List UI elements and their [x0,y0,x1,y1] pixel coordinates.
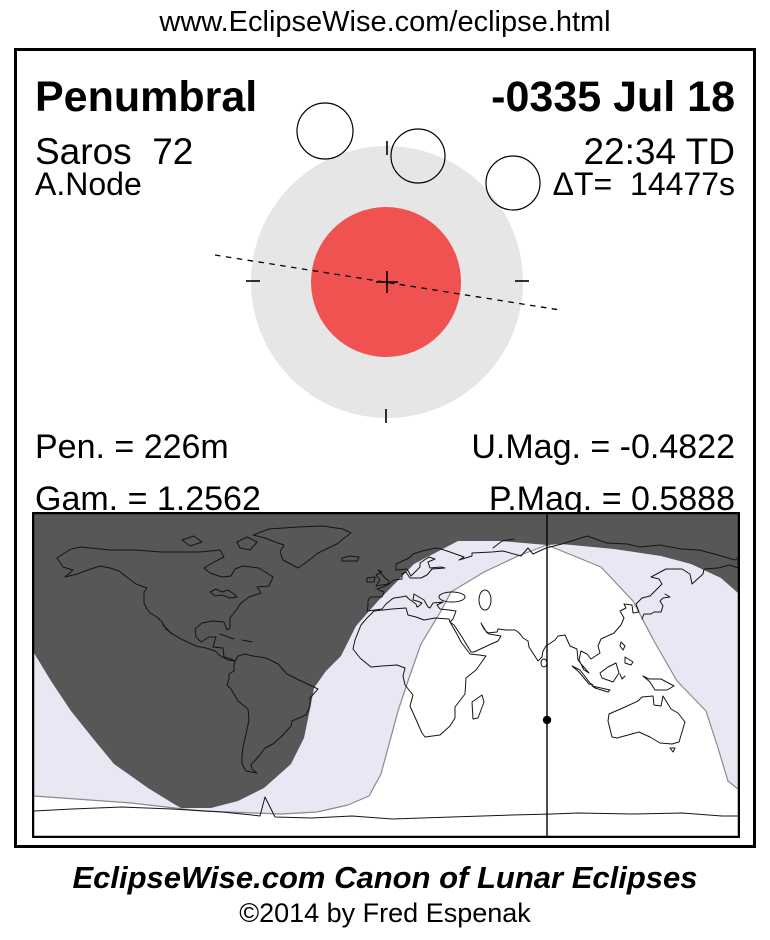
moon-circle-last-contact [485,155,541,211]
moon-path-dashed-line [214,254,561,311]
node-label: A.Node [35,166,142,202]
continent-outlines [33,525,739,820]
great-lakes-outline [209,588,238,599]
indonesia-outlines [571,662,626,693]
caspian-sea-outline [478,589,492,611]
eclipse-date: -0335 Jul 18 [491,73,735,121]
canon-title: EclipseWise.com Canon of Lunar Eclipses [72,860,698,895]
north-america-outline [56,546,274,662]
moon-position-circles [296,102,541,211]
moon-circle-first-contact [296,102,354,160]
new-guinea-outline [642,675,675,691]
arctic-islands-outline [181,535,515,551]
australia-outline [607,695,686,745]
antarctica-outline [33,796,739,820]
delta-t-value: ΔT= 14477s [552,166,735,202]
eclipse-card: Penumbral -0335 Jul 18 Saros 72 22:34 TD… [14,48,756,848]
tasmania-outline [669,747,676,753]
page-url-title: www.EclipseWise.com/eclipse.html [159,6,611,38]
map-zone-all-visible [34,545,738,836]
greenland-outline [252,525,352,569]
iceland-outline [341,555,360,562]
south-america-outline [226,653,319,774]
copyright-line: ©2014 by Fred Espenak [239,898,531,928]
gamma-value: Gam. = 1.2562 [35,480,261,518]
umbral-magnitude: U.Mag. = -0.4822 [471,428,735,466]
british-isles-outline [366,569,390,587]
penumbral-magnitude: P.Mag. = 0.5888 [488,480,735,518]
caribbean-outlines [219,633,253,643]
penumbral-duration: Pen. = 226m [35,428,229,466]
saros-label: Saros 72 [35,131,194,172]
eclipse-type-label: Penumbral [35,73,258,121]
visibility-map-container [31,511,741,839]
africa-outline [352,607,487,738]
eclipse-time: 22:34 TD [583,131,735,172]
map-zone-not-visible [34,514,738,808]
black-sea-outline [438,591,466,603]
visibility-map [31,511,741,839]
map-border [31,511,741,839]
shadow-diagram [214,102,561,423]
philippines-outlines [619,641,634,666]
shadow-center-cross [376,271,398,293]
madagascar-outline [471,694,485,720]
japan-outline [641,593,671,620]
moon-circle-greatest [390,128,446,184]
sublunar-point-dot [542,715,552,725]
eurasia-outline [366,535,739,674]
cardinal-ticks [246,141,529,423]
map-zone-boundary-curves [33,544,739,815]
